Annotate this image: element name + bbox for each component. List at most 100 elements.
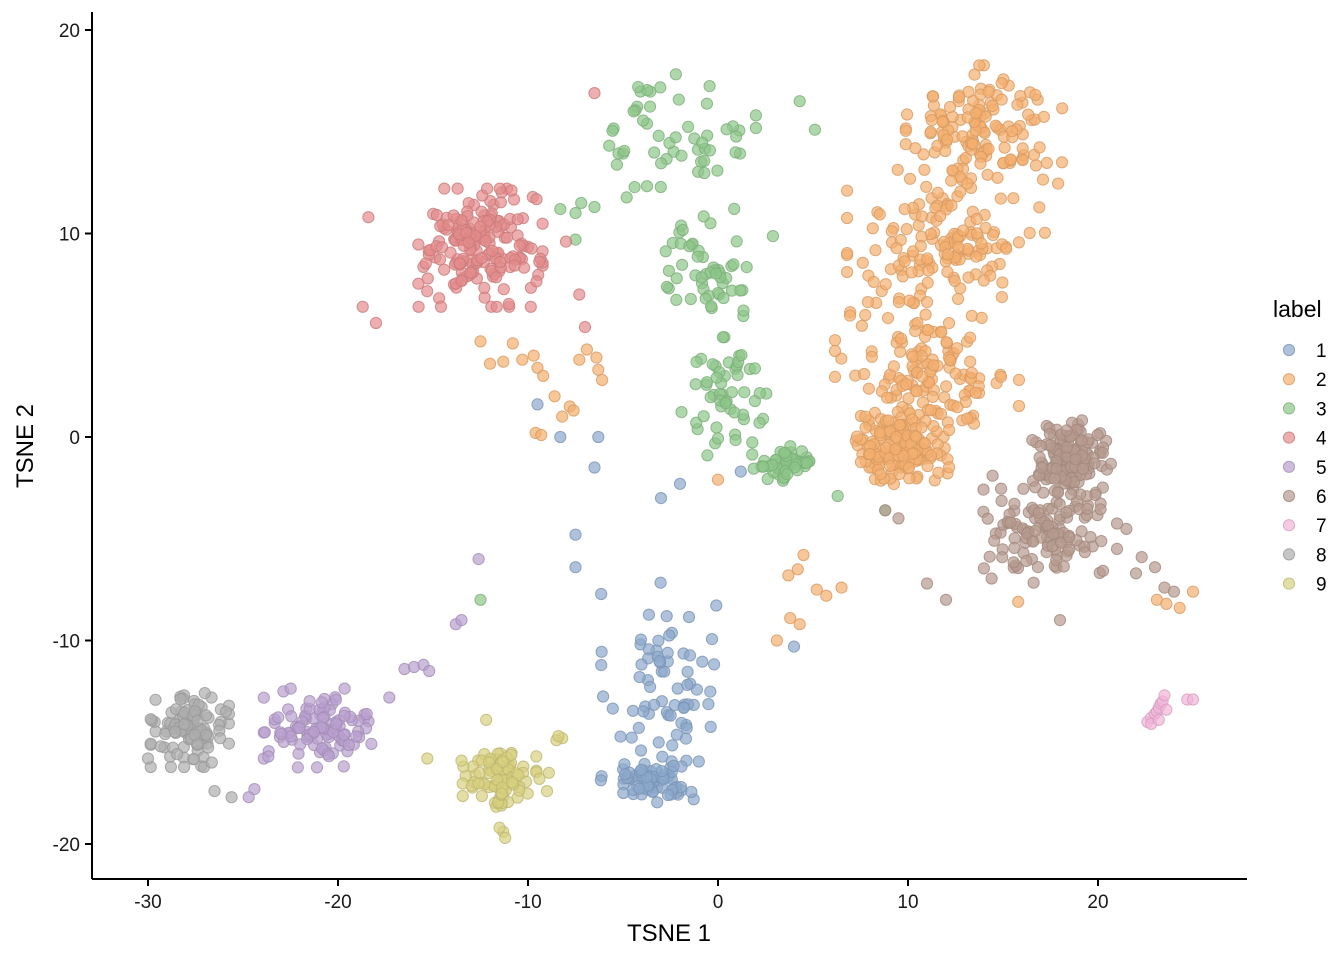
point-label-2 [915, 421, 928, 434]
point-label-4 [474, 220, 487, 233]
point-label-5 [272, 711, 285, 724]
point-label-8 [202, 741, 215, 754]
point-label-2 [921, 296, 934, 309]
point-label-3 [698, 166, 711, 180]
point-label-3 [734, 284, 747, 297]
point-label-4 [478, 281, 491, 294]
point-label-1 [569, 561, 582, 574]
point-label-3 [603, 139, 616, 152]
point-label-6 [1095, 535, 1108, 548]
point-label-2 [879, 278, 892, 291]
point-label-6 [1048, 472, 1061, 485]
legend-label-4: 4 [1316, 429, 1327, 450]
point-label-4 [559, 235, 573, 248]
point-label-2 [867, 275, 880, 288]
point-label-2 [1055, 156, 1069, 169]
point-label-9 [540, 785, 554, 798]
point-label-4 [578, 321, 592, 334]
point-label-5 [285, 710, 298, 723]
point-label-4 [525, 242, 538, 255]
point-label-5 [423, 664, 436, 678]
point-label-3 [672, 93, 685, 106]
point-label-5 [383, 691, 396, 704]
point-label-2 [1007, 192, 1020, 205]
point-label-2 [1036, 173, 1050, 186]
point-label-2 [986, 99, 999, 113]
point-label-2 [964, 331, 977, 344]
point-label-2 [1029, 159, 1043, 172]
point-label-6 [983, 550, 996, 563]
point-label-6 [939, 593, 953, 606]
point-label-2 [537, 369, 550, 382]
point-label-1 [667, 759, 680, 773]
point-label-6 [1026, 434, 1039, 447]
y-tick-label: 10 [59, 225, 80, 246]
legend-label-5: 5 [1316, 458, 1327, 479]
point-label-2 [859, 410, 872, 423]
x-tick-label: -30 [134, 892, 161, 913]
point-label-7 [1158, 689, 1171, 702]
point-label-6 [1060, 441, 1073, 454]
point-label-6 [1032, 506, 1045, 519]
point-label-2 [921, 459, 934, 473]
point-label-3 [808, 123, 822, 136]
point-label-6 [1017, 482, 1030, 495]
point-label-4 [369, 316, 383, 330]
point-label-9 [552, 730, 565, 743]
point-label-2 [810, 583, 823, 596]
point-label-2 [516, 353, 529, 366]
point-label-3 [675, 406, 688, 419]
point-label-2 [1016, 142, 1029, 155]
point-label-2 [921, 252, 934, 265]
point-label-1 [651, 796, 664, 809]
point-label-3 [717, 291, 730, 305]
point-label-6 [995, 482, 1008, 495]
point-label-9 [480, 713, 493, 727]
legend: label 1 2 3 4 5 6 7 8 9 [1273, 296, 1327, 596]
point-label-1 [531, 398, 544, 411]
point-label-3 [720, 123, 733, 136]
point-label-2 [962, 271, 975, 284]
point-label-2 [939, 144, 952, 158]
point-label-2 [556, 410, 569, 423]
point-label-2 [905, 266, 918, 279]
point-label-4 [508, 259, 521, 272]
point-label-2 [1006, 125, 1019, 138]
point-label-2 [881, 391, 894, 404]
point-label-2 [866, 222, 879, 235]
point-label-6 [1051, 486, 1065, 499]
point-label-3 [698, 154, 711, 167]
point-label-3 [753, 416, 766, 429]
point-label-6 [1063, 543, 1076, 556]
point-label-3 [729, 434, 742, 447]
point-label-2 [925, 449, 938, 462]
point-label-3 [706, 358, 719, 371]
point-label-2 [590, 351, 603, 364]
legend-key-9 [1282, 577, 1296, 590]
point-label-2 [1016, 154, 1029, 167]
point-label-3 [727, 258, 740, 271]
point-label-4 [505, 184, 518, 197]
point-label-6 [1069, 453, 1082, 466]
point-label-1 [625, 731, 638, 744]
point-label-8 [178, 718, 191, 731]
point-label-6 [1047, 527, 1060, 541]
point-label-6 [1081, 502, 1094, 515]
point-label-3 [670, 293, 683, 306]
point-label-6 [1029, 481, 1042, 494]
point-label-3 [728, 406, 741, 419]
point-label-5 [342, 738, 355, 752]
point-label-1 [569, 528, 582, 541]
point-label-3 [753, 387, 766, 400]
point-label-1 [632, 721, 645, 735]
point-label-2 [1038, 226, 1052, 239]
point-label-2 [1012, 595, 1025, 608]
point-label-2 [890, 431, 903, 444]
point-label-6 [1096, 446, 1109, 459]
point-label-2 [961, 412, 974, 425]
point-label-4 [486, 244, 499, 257]
point-label-2 [567, 404, 580, 417]
point-label-3 [652, 129, 665, 142]
point-label-2 [927, 359, 940, 372]
point-label-2 [841, 247, 854, 260]
